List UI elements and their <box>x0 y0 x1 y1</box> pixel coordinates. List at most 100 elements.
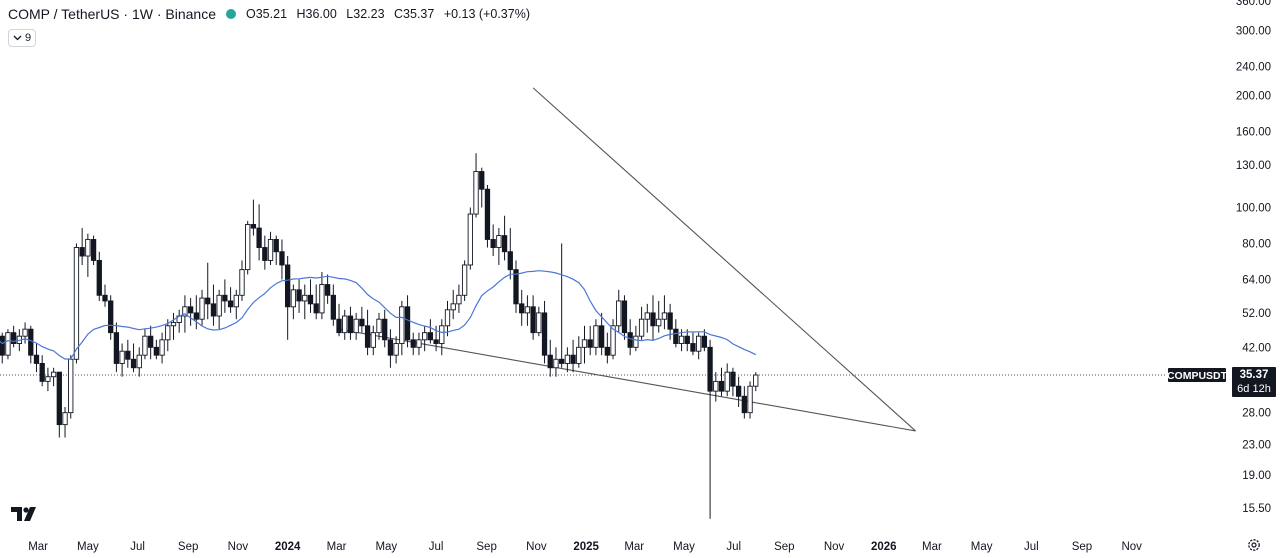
time-tick-label: Mar <box>327 541 347 553</box>
price-tick-label: 160.00 <box>1236 127 1271 139</box>
price-tick-label: 64.00 <box>1242 274 1271 286</box>
candle-body <box>753 374 759 387</box>
indicator-count: 9 <box>24 32 32 44</box>
price-tick-label: 28.00 <box>1242 408 1271 420</box>
candle-body <box>559 358 565 364</box>
time-tick-label: Jul <box>726 541 741 553</box>
candle-body <box>376 318 382 334</box>
candle-body <box>262 247 268 261</box>
candle-body <box>547 354 553 369</box>
candle-body <box>68 358 74 414</box>
candle-body <box>245 224 251 271</box>
tradingview-logo[interactable] <box>11 505 41 521</box>
candle-body <box>210 303 217 317</box>
symbol-title[interactable]: COMP / TetherUS · 1W · Binance <box>8 6 216 22</box>
candle-body <box>587 339 593 348</box>
candle-body <box>199 297 205 320</box>
candle-body <box>256 227 262 248</box>
candle-body <box>136 354 142 369</box>
candle-body <box>205 297 211 305</box>
candle-body <box>667 312 673 330</box>
candle-body <box>490 239 496 248</box>
bar-countdown-label: 6d 12h <box>1237 383 1271 395</box>
candle-body <box>513 269 519 305</box>
candle-body <box>530 306 536 334</box>
candle-body <box>170 322 177 327</box>
candle-body <box>713 380 719 392</box>
candle-body <box>416 339 422 348</box>
ma-line <box>0 270 757 360</box>
candle-body <box>422 332 428 341</box>
candle-body <box>342 315 348 334</box>
candle-body <box>541 312 548 356</box>
candle-body <box>193 312 199 320</box>
candle-body <box>690 343 696 352</box>
time-tick-label: Nov <box>1121 541 1142 553</box>
candle-body <box>142 335 148 356</box>
candle-body <box>730 371 736 387</box>
indicators-toggle-button[interactable]: 9 <box>8 29 36 47</box>
candle-body <box>364 325 371 348</box>
price-tag-bg <box>1232 367 1276 398</box>
candle-body <box>62 412 68 426</box>
candle-body <box>148 335 154 348</box>
time-axis[interactable]: Mar May Jul Sep Nov 2024 Mar May Jul Sep Nov 2025 Ma… <box>28 541 1142 553</box>
price-tick-label: 130.00 <box>1236 160 1271 172</box>
candle-body <box>267 239 274 261</box>
candle-body <box>159 339 165 356</box>
price-tick-label: 300.00 <box>1236 25 1271 37</box>
trendline[interactable] <box>532 87 916 432</box>
candle-body <box>187 306 194 314</box>
candle-body <box>439 325 445 344</box>
candle-body <box>227 300 234 308</box>
candle-body <box>673 328 679 344</box>
candle-body <box>216 294 222 317</box>
candle-body <box>479 171 485 190</box>
time-tick-label: 2025 <box>573 541 599 553</box>
candle-body <box>507 251 513 271</box>
symbol-tag: COMPUSDT <box>1167 370 1228 382</box>
time-tick-label: May <box>971 541 993 553</box>
candle-body <box>165 325 171 341</box>
candle-body <box>644 312 650 320</box>
candle-body <box>336 318 342 334</box>
price-tick-label: 52.00 <box>1242 308 1271 320</box>
candle-body <box>581 339 588 348</box>
candle-body <box>45 376 51 382</box>
current-price-label: 35.37 <box>1240 369 1269 381</box>
candle-body <box>656 318 662 327</box>
candle-body <box>718 380 725 392</box>
candle-body <box>570 354 576 364</box>
price-axis[interactable]: 360.00 300.00 240.00 200.00 160.00 130.00 100.… <box>1236 0 1271 515</box>
candle-body <box>501 235 508 253</box>
time-tick-label: May <box>673 541 695 553</box>
candle-body <box>524 306 531 314</box>
candle-body <box>724 371 730 392</box>
candle-body <box>576 346 582 364</box>
chevron-down-icon <box>13 35 22 41</box>
settings-gear-icon[interactable] <box>1247 538 1261 552</box>
candle-body <box>102 294 108 302</box>
time-tick-label: 2024 <box>275 541 301 553</box>
candle-body <box>564 354 571 364</box>
trendline[interactable] <box>338 328 916 432</box>
candle-body <box>108 300 114 334</box>
time-tick-label: Nov <box>228 541 249 553</box>
close-value: C35.37 <box>394 7 435 21</box>
candle-body <box>285 264 291 308</box>
open-value: O35.21 <box>246 7 288 21</box>
symbol-tag-bg <box>1168 368 1226 383</box>
price-tick-label: 240.00 <box>1236 61 1271 73</box>
price-tick-label: 80.00 <box>1242 238 1271 250</box>
candle-body <box>433 339 439 344</box>
ohlc-values: O35.21 H36.00 L32.23 C35.37 +0.13 (+0.37… <box>246 7 536 21</box>
candle-body <box>553 358 559 369</box>
change-value: +0.13 (+0.37%) <box>443 7 530 21</box>
candle-body <box>610 325 616 356</box>
price-tick-label: 19.00 <box>1242 470 1271 482</box>
candle-body <box>661 312 668 320</box>
price-tag: COMPUSDT 35.37 6d 12h <box>1167 367 1276 398</box>
candle-body <box>735 385 742 397</box>
candle-body <box>741 395 747 414</box>
